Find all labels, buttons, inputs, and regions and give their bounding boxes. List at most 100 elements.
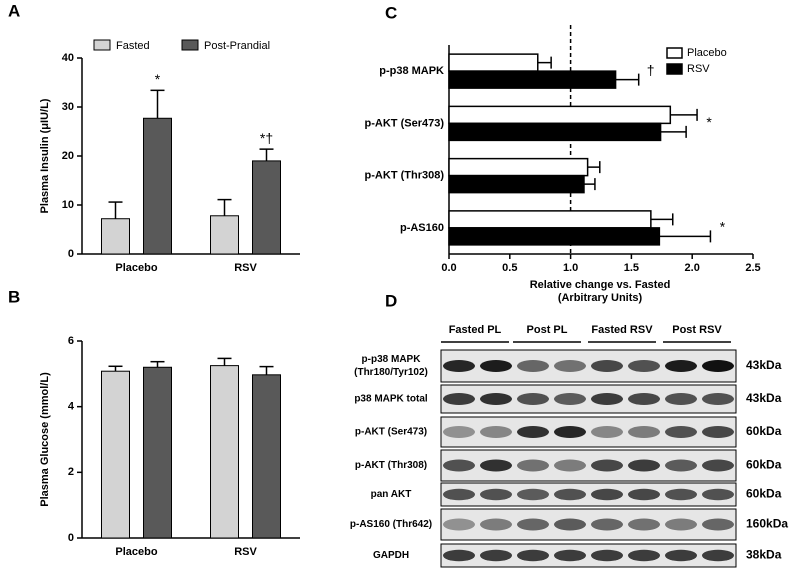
band	[628, 426, 660, 438]
band	[702, 426, 734, 438]
x-tick-label: Placebo	[115, 262, 157, 274]
y-tick-label: 0	[68, 248, 74, 260]
legend-swatch	[93, 39, 111, 51]
bar	[143, 117, 172, 255]
band	[517, 549, 549, 562]
band	[591, 426, 623, 438]
band	[591, 488, 623, 501]
y-tick-label: 4	[68, 401, 75, 413]
x-tick-label: RSV	[234, 262, 257, 274]
bar	[448, 70, 617, 89]
panel-letter: C	[385, 3, 397, 22]
y-tick-label: 30	[62, 101, 74, 113]
band	[443, 393, 475, 405]
band	[591, 393, 623, 405]
band	[480, 518, 512, 531]
panel-letter: A	[8, 1, 20, 20]
bar	[252, 374, 281, 539]
bar	[101, 370, 130, 539]
row-size: 38kDa	[746, 548, 782, 562]
band	[665, 360, 697, 372]
x-tick-label: RSV	[234, 546, 257, 558]
group-label: Post PL	[527, 324, 568, 336]
bar	[210, 215, 239, 255]
band	[554, 459, 586, 472]
band	[665, 549, 697, 562]
legend-label: Post-Prandial	[204, 40, 270, 52]
band	[480, 488, 512, 501]
panel-letter: D	[385, 291, 397, 310]
band	[554, 393, 586, 405]
band	[628, 518, 660, 531]
row-label: GAPDH	[373, 550, 409, 561]
row-size: 43kDa	[746, 358, 782, 372]
band	[702, 549, 734, 562]
annotation: *	[155, 71, 161, 87]
band	[628, 549, 660, 562]
band	[517, 360, 549, 372]
annotation: *	[706, 114, 712, 130]
x-tick-label: Placebo	[115, 546, 157, 558]
x-axis-label: Relative change vs. Fasted	[530, 279, 671, 291]
band	[517, 459, 549, 472]
y-tick-label: 6	[68, 335, 74, 347]
band	[665, 518, 697, 531]
row-size: 60kDa	[746, 458, 782, 472]
band	[628, 488, 660, 501]
row-label: p-AKT (Thr308)	[355, 460, 427, 471]
y-tick-label: 40	[62, 52, 74, 64]
band	[517, 488, 549, 501]
annotation: †	[647, 62, 655, 78]
band	[628, 360, 660, 372]
y-tick-label: 2	[68, 466, 74, 478]
blot-frame	[440, 482, 737, 507]
band	[517, 518, 549, 531]
annotation: *	[720, 219, 726, 235]
band	[443, 488, 475, 501]
y-tick-label: p-AKT (Ser473)	[365, 117, 445, 129]
band	[591, 360, 623, 372]
legend-label: Placebo	[687, 47, 727, 59]
row-label: p-p38 MAPK	[362, 354, 422, 365]
row-size: 60kDa	[746, 487, 782, 501]
y-tick-label: 0	[68, 532, 74, 544]
band	[591, 459, 623, 472]
legend-swatch	[666, 47, 683, 59]
band	[702, 360, 734, 372]
band	[702, 459, 734, 472]
group-label: Post RSV	[672, 324, 722, 336]
bar	[101, 218, 130, 255]
row-label: p-AS160 (Thr642)	[350, 519, 432, 530]
y-tick-label: p-AKT (Thr308)	[365, 170, 445, 182]
bar	[210, 365, 239, 539]
band	[517, 426, 549, 438]
band	[591, 518, 623, 531]
x-tick-label: 2.0	[685, 262, 700, 274]
band	[554, 549, 586, 562]
band	[517, 393, 549, 405]
legend-swatch	[181, 39, 199, 51]
row-label: p38 MAPK total	[354, 394, 428, 405]
group-label: Fasted RSV	[591, 324, 653, 336]
band	[443, 549, 475, 562]
band	[665, 488, 697, 501]
annotation: *†	[260, 130, 273, 146]
x-tick-label: 0.5	[502, 262, 517, 274]
bar	[448, 174, 585, 194]
y-tick-label: 20	[62, 150, 74, 162]
row-size: 60kDa	[746, 424, 782, 438]
bar	[448, 210, 652, 229]
x-tick-label: 1.5	[624, 262, 639, 274]
bar	[448, 157, 589, 177]
band	[480, 459, 512, 472]
band	[702, 393, 734, 405]
row-label: pan AKT	[371, 489, 412, 500]
band	[554, 518, 586, 531]
legend-swatch	[666, 63, 683, 75]
panel-letter: B	[8, 287, 20, 306]
band	[702, 488, 734, 501]
band	[628, 459, 660, 472]
bar	[448, 53, 539, 72]
band	[628, 393, 660, 405]
row-label: p-AKT (Ser473)	[355, 427, 427, 438]
